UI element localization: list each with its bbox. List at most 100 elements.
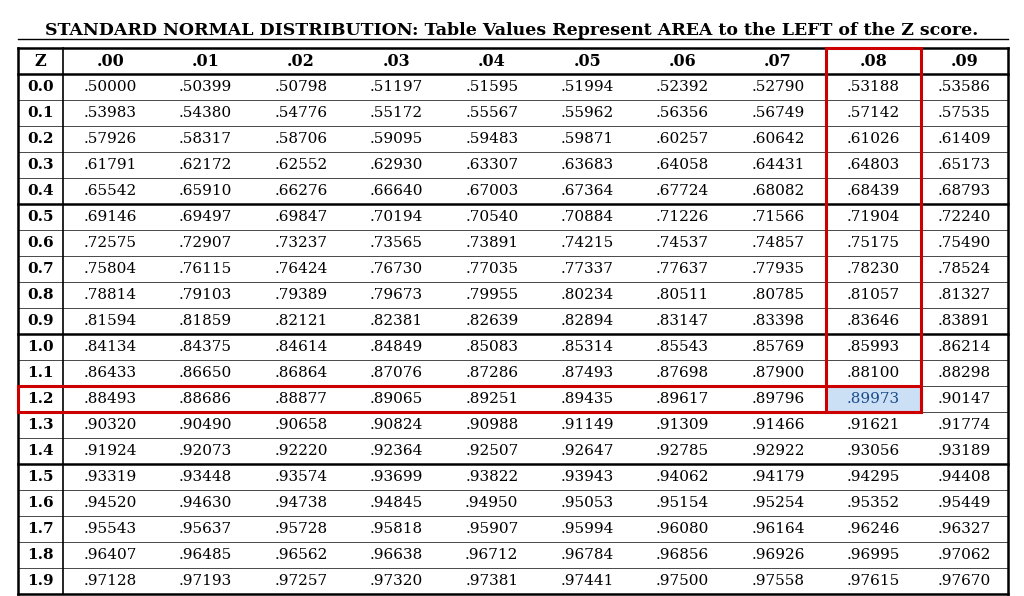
Text: .67364: .67364 (560, 184, 613, 198)
Text: .84849: .84849 (370, 340, 423, 354)
Text: .86650: .86650 (179, 366, 232, 380)
Text: .90824: .90824 (370, 418, 423, 432)
Text: .87286: .87286 (465, 366, 518, 380)
Text: .97500: .97500 (656, 574, 710, 588)
Text: .67003: .67003 (465, 184, 518, 198)
Text: .85543: .85543 (656, 340, 709, 354)
Text: .88493: .88493 (84, 392, 137, 406)
Text: .66276: .66276 (274, 184, 328, 198)
Text: .92785: .92785 (656, 444, 710, 458)
Text: .72575: .72575 (84, 236, 137, 250)
Text: .74857: .74857 (752, 236, 805, 250)
Text: .05: .05 (573, 52, 601, 70)
Text: .84614: .84614 (274, 340, 328, 354)
Text: .83398: .83398 (752, 314, 805, 328)
Text: .94738: .94738 (274, 496, 328, 510)
Text: .96638: .96638 (370, 548, 423, 562)
Text: .95254: .95254 (752, 496, 805, 510)
Text: 1.3: 1.3 (27, 418, 53, 432)
Text: .69497: .69497 (179, 210, 232, 224)
Text: .65173: .65173 (938, 158, 991, 172)
Text: .78814: .78814 (84, 288, 137, 302)
Text: 0.8: 0.8 (27, 288, 53, 302)
Text: .01: .01 (191, 52, 219, 70)
Text: .95543: .95543 (84, 522, 137, 536)
Text: .03: .03 (383, 52, 411, 70)
Text: .94408: .94408 (938, 470, 991, 484)
Text: .70884: .70884 (560, 210, 613, 224)
Text: .94179: .94179 (752, 470, 805, 484)
Text: .89617: .89617 (656, 392, 710, 406)
Text: .76115: .76115 (179, 262, 232, 276)
Text: .79389: .79389 (274, 288, 328, 302)
Text: .89796: .89796 (752, 392, 805, 406)
Text: .81057: .81057 (847, 288, 900, 302)
Text: .88686: .88686 (179, 392, 232, 406)
Text: .90320: .90320 (84, 418, 137, 432)
Text: .83147: .83147 (656, 314, 710, 328)
Text: .95728: .95728 (274, 522, 328, 536)
Text: .93574: .93574 (274, 470, 328, 484)
Text: .67724: .67724 (656, 184, 710, 198)
Text: .79673: .79673 (370, 288, 423, 302)
Text: .95907: .95907 (465, 522, 518, 536)
Text: .95637: .95637 (179, 522, 232, 536)
Text: .89973: .89973 (847, 392, 900, 406)
Text: 1.8: 1.8 (27, 548, 53, 562)
Text: .80234: .80234 (560, 288, 613, 302)
Text: .90147: .90147 (938, 392, 991, 406)
Text: .60642: .60642 (752, 132, 805, 146)
Text: .91774: .91774 (938, 418, 991, 432)
Text: .93319: .93319 (84, 470, 137, 484)
Text: .85314: .85314 (560, 340, 613, 354)
Text: .74537: .74537 (656, 236, 709, 250)
Text: .57926: .57926 (84, 132, 137, 146)
Text: 1.9: 1.9 (27, 574, 53, 588)
Text: .71904: .71904 (847, 210, 900, 224)
Text: .56356: .56356 (656, 106, 710, 120)
Text: .97441: .97441 (560, 574, 613, 588)
Text: .64058: .64058 (656, 158, 710, 172)
Text: .96164: .96164 (752, 522, 805, 536)
Text: .77935: .77935 (752, 262, 805, 276)
Text: 0.3: 0.3 (27, 158, 53, 172)
Text: .59095: .59095 (370, 132, 423, 146)
Text: .71566: .71566 (752, 210, 805, 224)
Text: .94062: .94062 (655, 470, 710, 484)
Text: .52392: .52392 (656, 80, 710, 94)
Text: .59871: .59871 (560, 132, 613, 146)
Text: .81594: .81594 (84, 314, 137, 328)
Text: 0.7: 0.7 (27, 262, 53, 276)
Text: .87900: .87900 (752, 366, 805, 380)
Text: .75804: .75804 (84, 262, 137, 276)
Text: .83646: .83646 (847, 314, 900, 328)
Text: .87698: .87698 (656, 366, 710, 380)
Text: .82121: .82121 (274, 314, 328, 328)
Text: .57142: .57142 (847, 106, 900, 120)
Text: .79103: .79103 (179, 288, 232, 302)
Text: .88298: .88298 (938, 366, 991, 380)
Text: .96995: .96995 (847, 548, 900, 562)
Text: .74215: .74215 (560, 236, 613, 250)
Text: .78524: .78524 (938, 262, 991, 276)
Text: 1.4: 1.4 (27, 444, 53, 458)
Text: .61026: .61026 (847, 132, 900, 146)
Text: .53586: .53586 (938, 80, 991, 94)
Text: .53983: .53983 (84, 106, 137, 120)
Text: .70540: .70540 (465, 210, 518, 224)
Text: .71226: .71226 (656, 210, 710, 224)
Text: Z: Z (35, 52, 46, 70)
Text: .89251: .89251 (465, 392, 518, 406)
Text: 1.2: 1.2 (27, 392, 53, 406)
Text: .52790: .52790 (752, 80, 805, 94)
Text: 0.5: 0.5 (27, 210, 53, 224)
Text: .62552: .62552 (274, 158, 328, 172)
Text: .77035: .77035 (465, 262, 518, 276)
Text: STANDARD NORMAL DISTRIBUTION: Table Values Represent AREA to the LEFT of the Z s: STANDARD NORMAL DISTRIBUTION: Table Valu… (45, 22, 979, 39)
Text: .64803: .64803 (847, 158, 900, 172)
Text: .72240: .72240 (938, 210, 991, 224)
Text: .09: .09 (950, 52, 978, 70)
Text: .57535: .57535 (938, 106, 991, 120)
Text: .96246: .96246 (847, 522, 900, 536)
Text: .96562: .96562 (274, 548, 328, 562)
